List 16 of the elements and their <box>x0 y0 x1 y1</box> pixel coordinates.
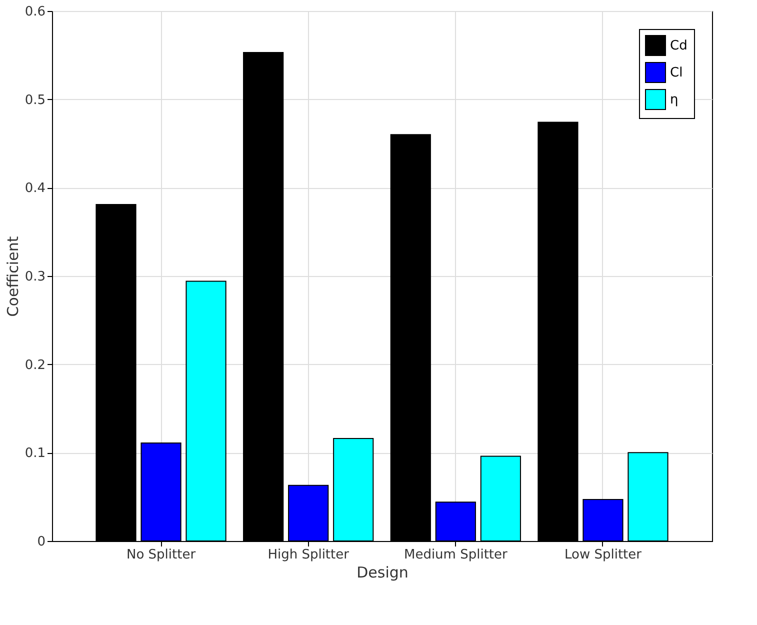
y-tick-label: 0.2 <box>24 358 46 373</box>
y-tick-label: 0.6 <box>24 4 46 20</box>
x-tick-label: No Splitter <box>126 548 196 562</box>
x-axis-title: Design <box>356 564 408 582</box>
x-tick-label: Low Splitter <box>564 548 642 562</box>
y-tick-label: 0.4 <box>24 181 46 196</box>
x-tick-label: High Splitter <box>268 548 350 562</box>
y-axis-title: Coefficient <box>4 236 22 317</box>
y-tick-label: 0 <box>37 534 46 550</box>
y-tick-label: 0.1 <box>24 446 46 462</box>
legend-label: η <box>670 92 678 108</box>
legend-label: Cd <box>670 38 688 54</box>
legend-label: Cl <box>670 66 683 80</box>
y-tick-label: 0.5 <box>24 92 46 108</box>
y-tick-label: 0.3 <box>24 270 46 284</box>
x-tick-label: Medium Splitter <box>404 548 508 562</box>
